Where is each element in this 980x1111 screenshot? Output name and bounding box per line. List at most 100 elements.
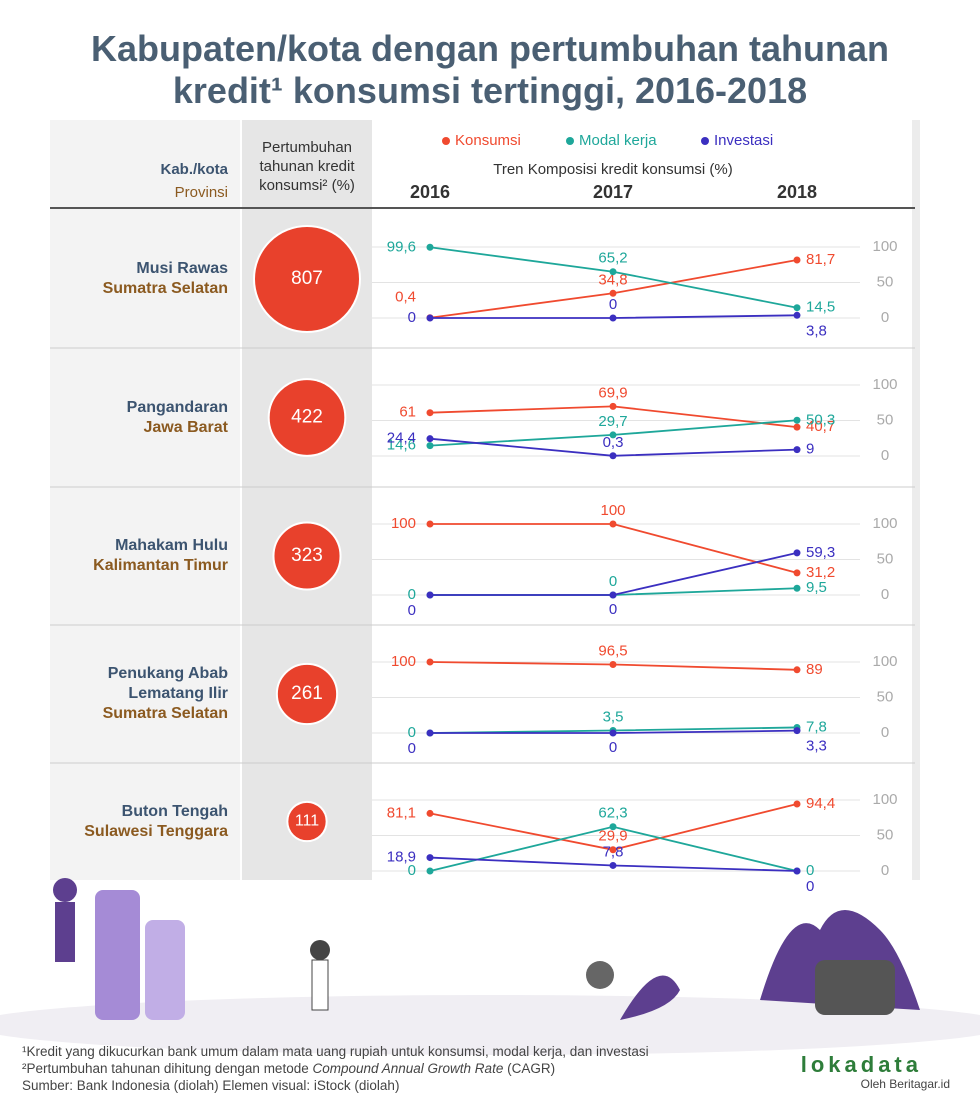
data-label: 34,8 [598,271,627,288]
data-label: 65,2 [598,250,627,267]
legend-label: Konsumsi [455,132,521,149]
point [609,452,617,460]
data-label: 9 [806,441,814,458]
point [609,846,617,854]
data-label: 9,5 [806,579,827,596]
province-name: Sumatra Selatan [102,705,228,722]
y-tick-label: 0 [881,447,889,464]
y-tick-label: 100 [872,376,897,393]
region-name: Penukang Abab Lematang Ilir [107,665,228,702]
point [609,402,617,410]
point [793,569,801,577]
footnote-text: ²Pertumbuhan tahunan dihitung dengan met… [22,1061,313,1076]
data-label: 0,4 [395,289,416,306]
point [426,854,434,862]
data-label: 18,9 [387,849,416,866]
data-label: 0 [609,601,617,618]
province-name: Jawa Barat [143,418,229,436]
region-name: Pangandaran [126,398,228,416]
data-label: 0 [408,740,416,757]
growth-label: 422 [291,407,323,428]
legend-label: Investasi [714,132,773,149]
point [793,423,801,431]
data-label: 99,6 [387,238,416,255]
data-label: 0 [609,296,617,313]
province-name: Kalimantan Timur [93,557,228,574]
y-tick-label: 100 [872,653,897,670]
point [426,867,434,875]
illustration [53,878,920,1020]
data-label: 0 [408,602,416,619]
legend-dot [442,137,450,145]
data-label: 0,3 [603,434,624,451]
region-name: Buton Tengah [121,802,228,820]
y-tick-label: 50 [877,411,894,428]
data-label: 0 [806,862,814,879]
row-label: Musi Rawas Sumatra Selatan [50,210,228,348]
point [609,591,617,599]
year-label: 2018 [777,182,817,202]
growth-bubble [267,378,347,457]
data-label: 7,8 [603,843,624,860]
y-tick-label: 100 [872,238,897,255]
point [609,431,617,439]
y-tick-label: 100 [872,515,897,532]
row-label: Penukang Abab Lematang Ilir Sumatra Selat… [50,625,228,763]
point [793,549,801,557]
data-label: 69,9 [598,384,627,401]
growth-bubble [275,662,339,726]
growth-label: 807 [291,268,323,289]
header-region: Kab./kota [160,161,228,178]
header-province: Provinsi [175,184,228,201]
growth-bubble [253,225,361,333]
y-tick-label: 50 [877,688,894,705]
header-trend: Tren Komposisi kredit konsumsi (%) [493,161,733,178]
point [609,314,617,322]
point [426,314,434,322]
province-name: Sumatra Selatan [102,280,228,297]
growth-label: 261 [291,683,323,704]
data-label: 14,6 [387,437,416,454]
growth-label: 323 [291,545,323,566]
data-label: 62,3 [598,805,627,822]
data-label: 0 [609,573,617,590]
data-label: 94,4 [806,795,835,812]
data-label: 100 [391,515,416,532]
point [793,304,801,312]
point [793,584,801,592]
source: Sumber: Bank Indonesia (diolah) Elemen v… [22,1078,400,1093]
point [609,268,617,276]
logo: lokadata [801,1052,922,1077]
data-label: 14,5 [806,299,835,316]
row-label: Buton Tengah Sulawesi Tenggara [50,763,228,880]
footnote: ¹Kredit yang dikucurkan bank umum dalam … [22,1044,649,1059]
header-growth: Pertumbuhan tahunan kredit konsumsi² (%) [259,139,355,194]
data-label: 3,3 [806,738,827,755]
data-label: 0 [408,724,416,741]
ground [0,995,980,1055]
y-tick-label: 0 [881,586,889,603]
region-name: Musi Rawas [136,260,228,277]
legend-dot [566,137,574,145]
data-label: 100 [391,653,416,670]
data-label: 7,8 [806,718,827,735]
title: Kabupaten/kota dengan pertumbuhan tahuna… [90,28,890,111]
point [426,809,434,817]
point [426,658,434,666]
logo-by: Oleh Beritagar.id [861,1077,950,1091]
data-label: 81,7 [806,251,835,268]
point [609,660,617,668]
y-tick-label: 50 [877,273,894,290]
point [426,435,434,443]
point [793,416,801,424]
data-label: 0 [408,309,416,326]
point [793,256,801,264]
footnote-text: (CAGR) [503,1061,556,1076]
y-tick-label: 50 [877,826,894,843]
point [609,861,617,869]
point [609,823,617,831]
point [793,311,801,319]
legend-dot [701,137,709,145]
